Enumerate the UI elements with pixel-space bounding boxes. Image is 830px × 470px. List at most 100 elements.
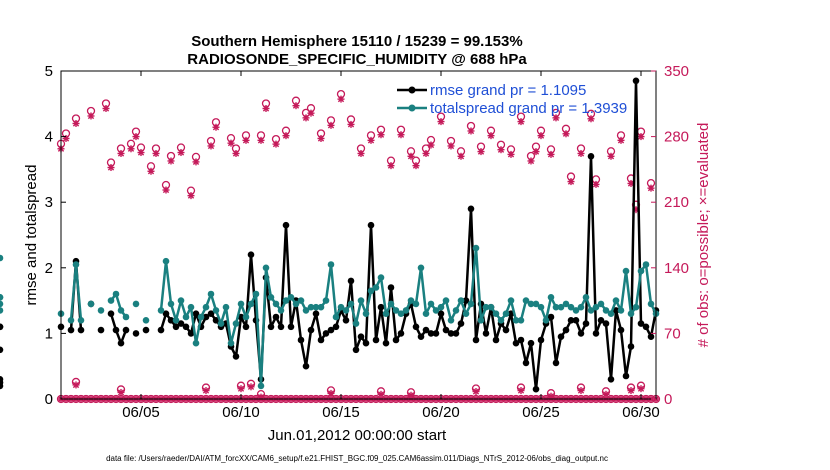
totalspread-data-point <box>527 300 535 308</box>
obs-evaluated-marker <box>507 150 515 158</box>
obs-evaluated-marker <box>152 149 160 157</box>
obs-evaluated-marker <box>577 387 585 395</box>
rmse-data-point <box>587 153 595 160</box>
totalspread-data-point <box>352 320 360 327</box>
plot-frame <box>60 70 657 400</box>
rmse-data-point <box>142 326 150 334</box>
rmse-data-point <box>472 336 480 344</box>
totalspread-data-point <box>252 290 260 298</box>
totalspread-data-point <box>602 307 610 314</box>
rmse-data-point <box>597 317 605 324</box>
obs-evaluated-marker <box>367 136 375 144</box>
obs-evaluated-marker <box>447 142 455 150</box>
obs-evaluated-marker <box>647 184 655 192</box>
obs-evaluated-marker <box>527 157 535 165</box>
y-right-tick-label: 0 <box>664 391 672 408</box>
obs-evaluated-marker <box>592 180 600 188</box>
totalspread-data-point <box>432 307 440 314</box>
obs-evaluated-marker <box>72 381 80 389</box>
obs-evaluated-marker <box>427 141 435 149</box>
totalspread-data-point <box>467 300 475 308</box>
obs-evaluated-marker <box>257 136 265 144</box>
x-tick-label: 06/05 <box>122 404 160 421</box>
obs-evaluated-marker <box>242 136 250 144</box>
obs-evaluated-marker <box>547 150 555 158</box>
totalspread-data-point <box>317 303 325 311</box>
totalspread-data-point <box>632 303 640 311</box>
totalspread-data-point <box>122 313 130 321</box>
totalspread-data-point <box>347 300 355 308</box>
totalspread-data-point <box>327 261 335 268</box>
rmse-data-point <box>172 323 180 331</box>
totalspread-data-point <box>592 303 600 311</box>
totalspread-data-point <box>132 300 140 308</box>
obs-evaluated-marker <box>232 149 240 157</box>
totalspread-data-point <box>207 290 215 298</box>
obs-evaluated-marker <box>637 385 645 393</box>
obs-evaluated-marker <box>107 164 115 172</box>
rmse-data-point <box>592 330 600 337</box>
totalspread-data-point <box>237 300 245 308</box>
y-right-tick-label: 280 <box>664 129 689 146</box>
totalspread-data-point <box>262 264 270 272</box>
y-left-tick-label: 2 <box>45 260 53 277</box>
totalspread-data-point <box>282 297 290 304</box>
rmse-data-point <box>232 353 240 360</box>
rmse-data-point <box>532 385 540 393</box>
obs-evaluated-marker <box>212 123 220 131</box>
rmse-data-point <box>312 310 320 318</box>
rmse-data-point <box>552 359 560 367</box>
rmse-data-point <box>277 323 285 331</box>
ticks-layer: 06/05 06/10 06/15 06/20 06/25 06/300123450701… <box>45 63 689 421</box>
rmse-data-point <box>492 336 500 344</box>
totalspread-data-point <box>522 297 530 304</box>
y-right-tick-label: 70 <box>664 325 681 342</box>
totalspread-data-point <box>227 339 235 347</box>
totalspread-data-point <box>647 300 655 308</box>
totalspread-data-point <box>472 244 480 252</box>
totalspread-data-point <box>297 297 305 304</box>
totalspread-data-point <box>187 303 195 311</box>
totalspread-data-point <box>267 294 275 301</box>
totalspread-data-point <box>497 317 505 324</box>
obs-evaluated-marker <box>247 383 255 391</box>
rmse-data-point <box>627 343 635 350</box>
totalspread-data-point <box>612 297 620 304</box>
totalspread-data-point <box>362 310 370 318</box>
totalspread-data-point <box>322 297 330 304</box>
rmse-data-point <box>537 336 545 344</box>
obs-evaluated-marker <box>132 133 140 141</box>
rmse-data-point <box>157 326 165 334</box>
rmse-data-point <box>512 339 520 347</box>
obs-evaluated-marker <box>627 387 635 395</box>
rmse-data-point <box>467 205 475 213</box>
rmse-data-point <box>392 336 400 344</box>
legend-label-rmse: rmse grand pr = 1.1095 <box>430 82 586 99</box>
obs-evaluated-marker <box>577 149 585 157</box>
rmse-data-point <box>382 339 390 347</box>
rmse-data-point <box>302 362 310 370</box>
totalspread-data-point <box>257 382 265 390</box>
rmse-data-point <box>242 323 250 331</box>
totalspread-data-point <box>72 261 80 268</box>
obs-evaluated-marker <box>407 152 415 160</box>
totalspread-data-point <box>512 317 520 324</box>
totalspread-data-point <box>287 294 295 301</box>
rmse-data-point <box>482 330 490 337</box>
totalspread-data-point <box>422 310 430 318</box>
totalspread-data-point <box>107 297 115 304</box>
obs-evaluated-marker <box>607 152 615 160</box>
totalspread-data-point <box>412 300 420 308</box>
rmse-data-point <box>192 310 200 318</box>
obs-evaluated-marker <box>62 134 70 142</box>
obs-evaluated-marker <box>537 132 545 140</box>
rmse-data-point <box>577 330 585 337</box>
totalspread-data-point <box>552 303 560 311</box>
totalspread-data-point <box>532 300 540 308</box>
totalspread-data-point <box>0 300 4 308</box>
chart-subtitle: RADIOSONDE_SPECIFIC_HUMIDITY @ 688 hPa <box>187 51 527 68</box>
totalspread-data-point <box>192 339 200 347</box>
rmse-data-point <box>437 310 445 318</box>
obs-evaluated-marker <box>87 112 95 120</box>
